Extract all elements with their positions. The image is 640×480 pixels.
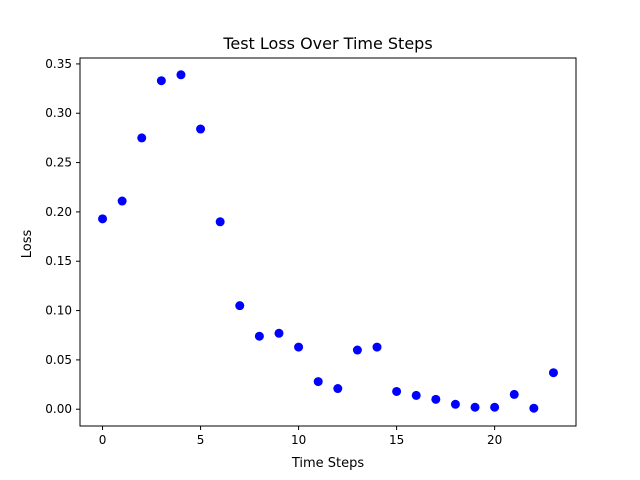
data-point <box>450 399 460 409</box>
data-point <box>117 196 127 206</box>
x-tick-label: 15 <box>389 433 404 447</box>
data-point <box>372 342 382 352</box>
data-point <box>431 394 441 404</box>
plot-frame <box>79 57 577 427</box>
y-tick-label: 0.35 <box>45 57 72 71</box>
y-axis-ticks: 0.00 0.05 0.10 0.15 0.20 0.25 0.30 0.35 <box>45 57 80 416</box>
x-tick-label: 20 <box>487 433 502 447</box>
data-point <box>196 124 206 134</box>
data-point <box>313 377 323 387</box>
data-point <box>98 214 108 224</box>
x-tick-label: 10 <box>291 433 306 447</box>
data-point <box>490 402 500 412</box>
plot-area <box>79 57 577 427</box>
data-point <box>274 328 284 338</box>
data-point <box>509 389 519 399</box>
y-tick-label: 0.20 <box>45 205 72 219</box>
data-point <box>411 390 421 400</box>
data-point <box>156 76 166 86</box>
y-tick-label: 0.05 <box>45 353 72 367</box>
y-tick-label: 0.25 <box>45 156 72 170</box>
data-point <box>294 342 304 352</box>
y-tick-label: 0.15 <box>45 254 72 268</box>
data-point <box>254 331 264 341</box>
data-point <box>137 133 147 143</box>
x-axis-label: Time Steps <box>291 456 365 471</box>
data-point <box>529 403 539 413</box>
y-tick-label: 0.10 <box>45 304 72 318</box>
x-tick-label: 0 <box>99 433 107 447</box>
x-axis-ticks: 0 5 10 15 20 <box>99 426 502 447</box>
data-points <box>98 70 558 413</box>
data-point <box>235 301 245 311</box>
y-tick-label: 0.30 <box>45 106 72 120</box>
y-axis-label: Loss <box>20 230 35 259</box>
chart-title: Test Loss Over Time Steps <box>222 34 432 53</box>
data-point <box>470 402 480 412</box>
x-tick-label: 5 <box>197 433 205 447</box>
data-point <box>392 386 402 396</box>
data-point <box>176 70 186 80</box>
data-point <box>548 368 558 378</box>
data-point <box>352 345 362 355</box>
y-tick-label: 0.00 <box>45 402 72 416</box>
data-point <box>333 384 343 394</box>
data-point <box>215 217 225 227</box>
